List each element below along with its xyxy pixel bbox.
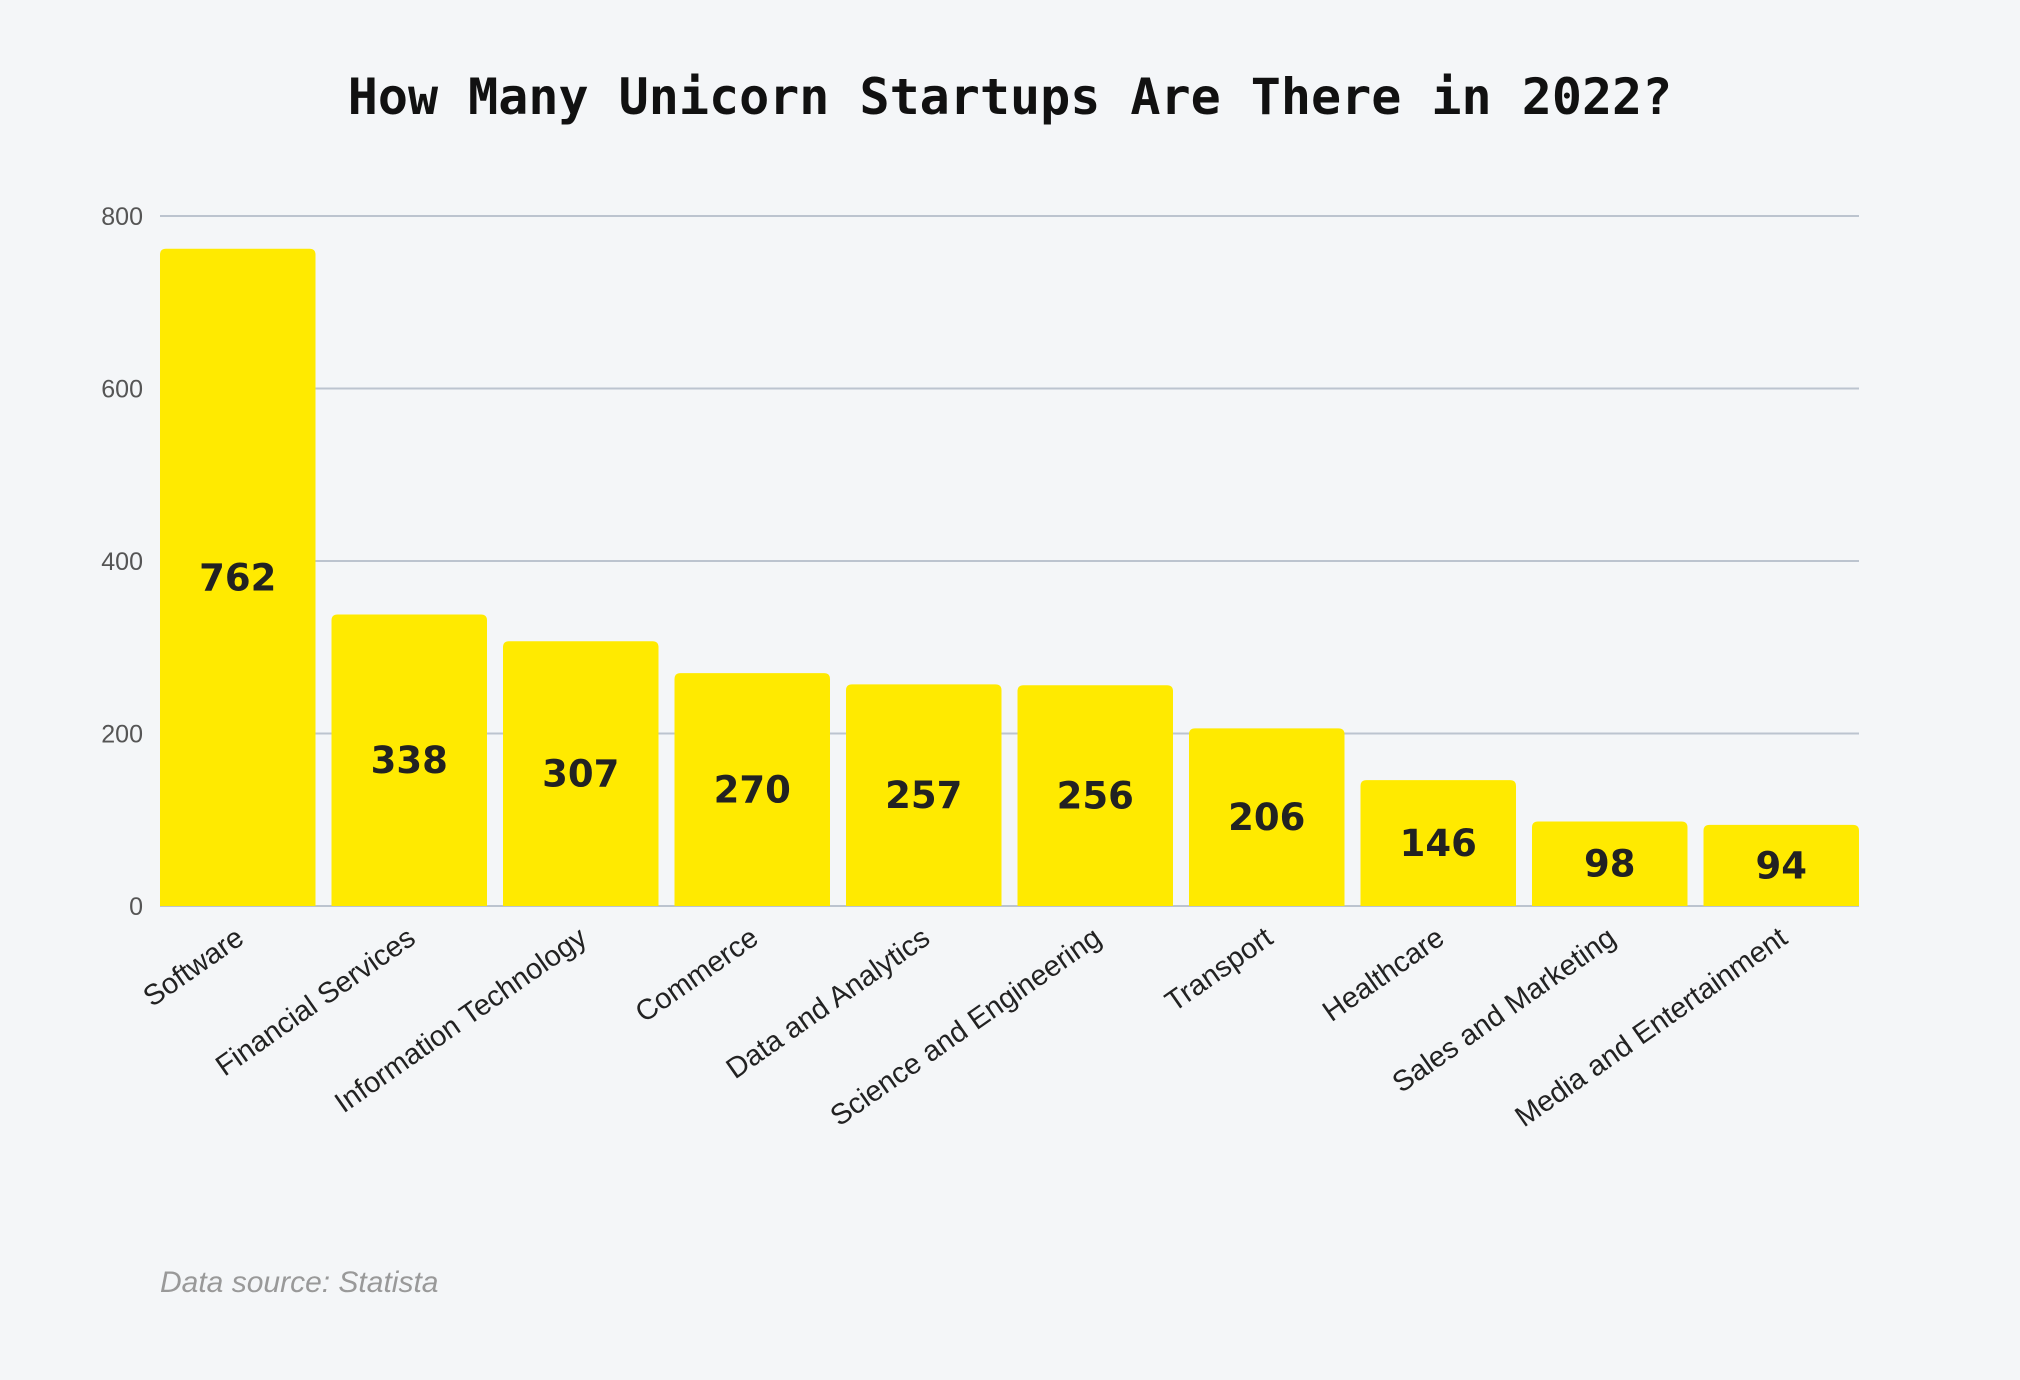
bar (1532, 821, 1688, 906)
value-label: 256 (1057, 775, 1134, 818)
y-axis: 0 200 400 600 800 (101, 203, 143, 921)
x-tick-label: Healthcare (1317, 922, 1450, 1029)
bar (503, 641, 659, 906)
bar (1360, 780, 1516, 906)
bar (160, 248, 316, 906)
x-tick-label: Media and Entertainment (1509, 922, 1793, 1134)
value-label: 146 (1400, 822, 1477, 865)
value-label: 206 (1228, 796, 1305, 839)
y-tick-label: 400 (101, 548, 143, 576)
bar (1703, 824, 1859, 906)
value-label: 94 (1756, 844, 1808, 887)
value-label: 307 (542, 753, 619, 796)
value-label: 98 (1584, 843, 1636, 886)
y-tick-label: 200 (101, 721, 143, 749)
value-label: 338 (371, 739, 448, 782)
y-tick-label: 800 (101, 203, 143, 231)
y-tick-label: 0 (129, 893, 143, 921)
y-tick-label: 600 (101, 376, 143, 404)
value-label: 270 (714, 769, 791, 812)
bar (674, 673, 830, 906)
bar (1189, 728, 1345, 906)
value-label: 257 (885, 774, 962, 817)
bar (331, 614, 487, 906)
x-tick-label: Software (138, 922, 250, 1014)
bar (1017, 685, 1173, 906)
x-tick-label: Science and Engineering (825, 922, 1108, 1133)
bar (846, 684, 1002, 906)
x-tick-label: Transport (1160, 922, 1279, 1019)
x-tick-label: Commerce (630, 922, 765, 1030)
chart-title: How Many Unicorn Startups Are There in 2… (348, 68, 1673, 126)
value-label: 762 (199, 556, 276, 599)
data-source: Data source: Statista (160, 1266, 438, 1299)
bars: 762 338 307 270 257 256 206 146 98 94 (160, 248, 1859, 906)
